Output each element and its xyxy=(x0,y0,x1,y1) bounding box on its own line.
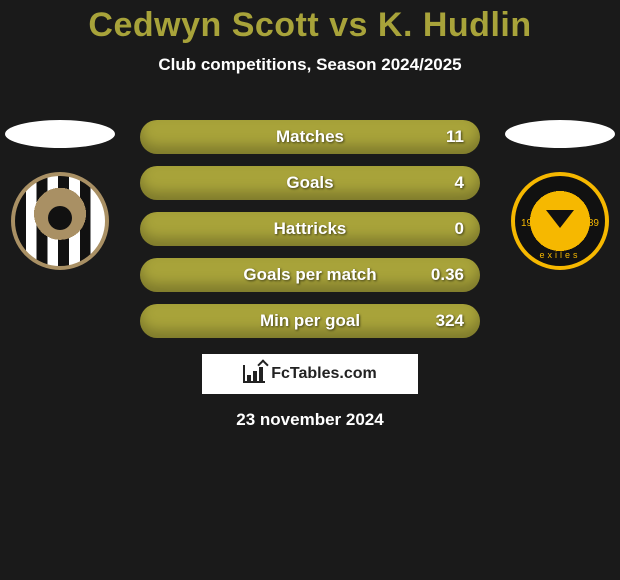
stat-label: Matches xyxy=(276,127,344,147)
stat-row: Goals 4 xyxy=(140,166,480,200)
crest-year-left: 1912 xyxy=(521,218,543,229)
stat-value: 11 xyxy=(446,127,464,147)
stat-label: Goals xyxy=(286,173,333,193)
stat-value: 324 xyxy=(436,311,464,331)
stat-label: Min per goal xyxy=(260,311,360,331)
comparison-card: Cedwyn Scott vs K. Hudlin Club competiti… xyxy=(0,0,620,580)
as-of-date: 23 november 2024 xyxy=(0,410,620,430)
stat-row: Hattricks 0 xyxy=(140,212,480,246)
stat-value: 0.36 xyxy=(431,265,464,285)
player-left xyxy=(0,120,120,270)
stat-label: Hattricks xyxy=(274,219,347,239)
stat-value: 4 xyxy=(455,173,464,193)
flag-left xyxy=(5,120,115,148)
stat-label: Goals per match xyxy=(243,265,376,285)
page-subtitle: Club competitions, Season 2024/2025 xyxy=(0,55,620,75)
brand-text: FcTables.com xyxy=(271,365,377,383)
stats-list: Matches 11 Goals 4 Hattricks 0 Goals per… xyxy=(140,120,480,350)
flag-right xyxy=(505,120,615,148)
stat-row: Matches 11 xyxy=(140,120,480,154)
player-right: 1912 1989 exiles xyxy=(500,120,620,270)
club-crest-left xyxy=(11,172,109,270)
stat-row: Goals per match 0.36 xyxy=(140,258,480,292)
brand-badge: FcTables.com xyxy=(202,354,418,394)
brand-chart-icon xyxy=(243,365,265,383)
crest-year-right: 1989 xyxy=(577,218,599,229)
stat-value: 0 xyxy=(455,219,464,239)
crest-text-bottom: exiles xyxy=(515,250,605,260)
club-crest-right: 1912 1989 exiles xyxy=(511,172,609,270)
page-title: Cedwyn Scott vs K. Hudlin xyxy=(0,0,620,45)
stat-row: Min per goal 324 xyxy=(140,304,480,338)
